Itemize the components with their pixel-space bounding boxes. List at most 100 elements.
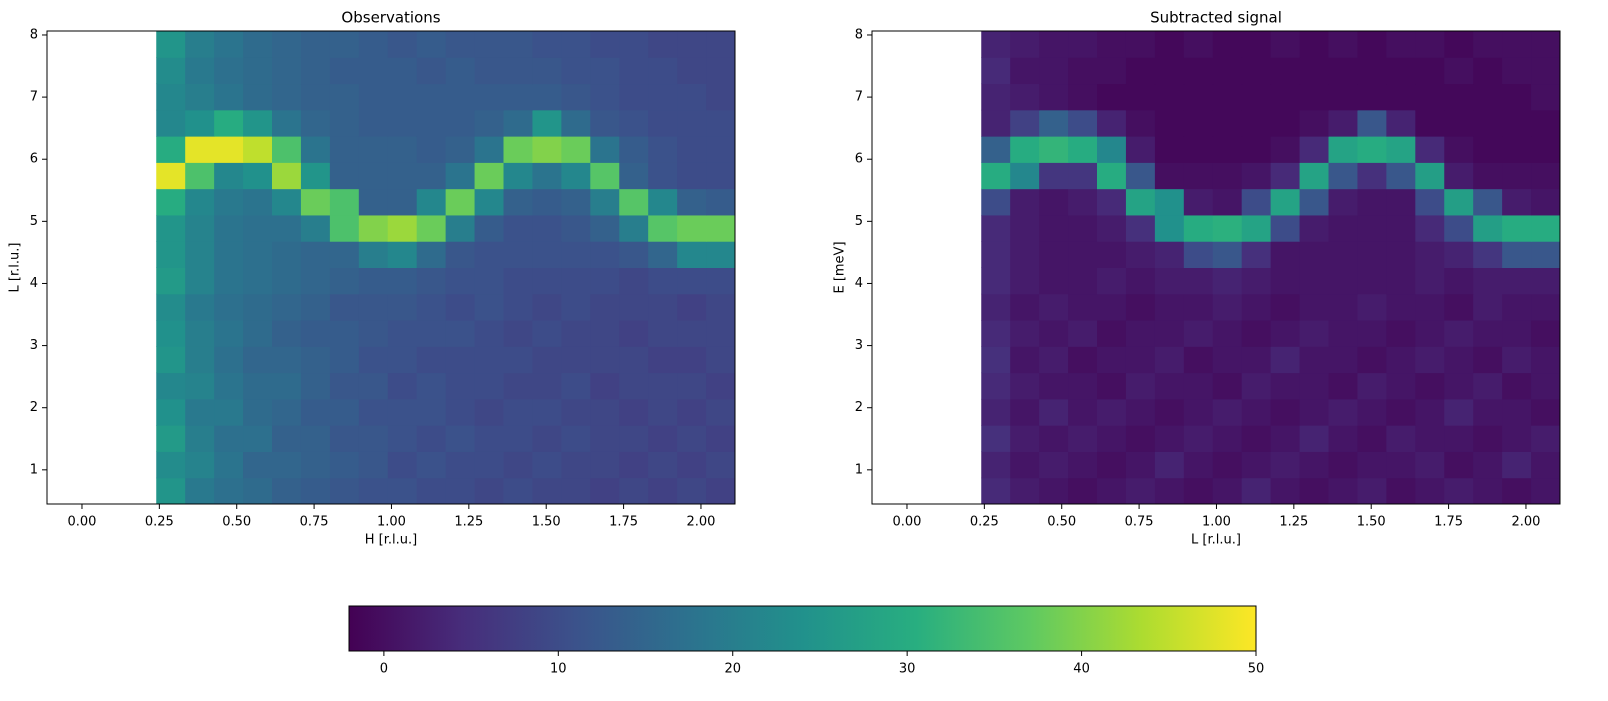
heat-cell: [619, 346, 649, 374]
heat-cell: [706, 451, 736, 479]
heat-cell: [1010, 109, 1040, 137]
heat-cell: [387, 267, 418, 295]
heat-cell: [185, 372, 215, 400]
heat-cell: [1270, 477, 1301, 505]
heat-cell: [1241, 398, 1272, 426]
heat-cell: [648, 162, 678, 190]
heat-cell: [474, 57, 505, 85]
x-tick-label: 1.25: [1279, 515, 1308, 530]
heat-cell: [1531, 109, 1561, 137]
heat-cell: [243, 162, 273, 190]
heat-cell: [243, 398, 273, 426]
heat-cell: [1328, 109, 1358, 137]
heat-cell: [1328, 136, 1358, 163]
heat-cell: [445, 293, 476, 321]
heat-cell: [243, 188, 273, 216]
heat-cell: [474, 425, 505, 452]
heat-cell: [185, 31, 215, 58]
heat-cell: [272, 188, 302, 216]
heat-cell: [243, 346, 273, 374]
heat-cell: [1444, 398, 1474, 426]
heat-cell: [648, 293, 678, 321]
heat-cell: [243, 372, 273, 400]
heat-cell: [416, 31, 447, 58]
heat-cell: [1212, 83, 1243, 111]
heat-cell: [358, 214, 389, 242]
heat-cell: [300, 372, 331, 400]
heat-cell: [1531, 398, 1561, 426]
heat-cell: [1125, 31, 1156, 58]
heat-cell: [474, 451, 505, 479]
heat-cell: [1473, 477, 1503, 505]
heat-cell: [416, 188, 447, 216]
heat-cell: [1357, 320, 1387, 347]
heat-cell: [329, 162, 360, 190]
heat-cell: [1357, 188, 1387, 216]
heat-cell: [272, 398, 302, 426]
heat-cell: [1212, 398, 1243, 426]
heat-cell: [1010, 372, 1040, 400]
heat-cell: [1473, 136, 1503, 163]
heat-cell: [1183, 83, 1214, 111]
heat-cell: [387, 346, 418, 374]
heat-cell: [1415, 267, 1445, 295]
heat-cell: [1386, 83, 1416, 111]
heat-cell: [532, 188, 562, 216]
heat-cell: [1502, 320, 1532, 347]
heat-cell: [272, 109, 302, 137]
heat-cell: [329, 425, 360, 452]
heat-cell: [1039, 83, 1069, 111]
heat-cell: [677, 425, 707, 452]
heat-cell: [1415, 83, 1445, 111]
heat-cell: [981, 293, 1011, 321]
heat-cell: [1386, 398, 1416, 426]
heat-cell: [532, 162, 562, 190]
heat-cell: [648, 241, 678, 268]
heat-cell: [1357, 425, 1387, 452]
heat-cell: [561, 31, 591, 58]
heat-cell: [1212, 109, 1243, 137]
heat-cell: [1270, 372, 1301, 400]
heat-cell: [1444, 346, 1474, 374]
heat-cell: [1357, 136, 1387, 163]
x-axis-label: H [r.l.u.]: [365, 533, 417, 548]
heat-cell: [1444, 83, 1474, 111]
heat-cell: [358, 398, 389, 426]
heat-cell: [1444, 320, 1474, 347]
heat-cell: [1299, 477, 1330, 505]
heat-cell: [706, 293, 736, 321]
heat-cell: [1502, 83, 1532, 111]
heat-cell: [214, 320, 244, 347]
heat-cell: [1415, 188, 1445, 216]
heat-cell: [532, 477, 562, 505]
heat-cell: [358, 188, 389, 216]
heat-cell: [1299, 320, 1330, 347]
heat-cell: [185, 293, 215, 321]
heat-cell: [214, 293, 244, 321]
heat-cell: [1154, 214, 1185, 242]
heat-cell: [416, 451, 447, 479]
heat-cell: [1212, 136, 1243, 163]
x-tick-label: 0.25: [145, 515, 174, 530]
heat-cell: [1154, 346, 1185, 374]
heat-cell: [445, 162, 476, 190]
heat-cell: [1183, 214, 1214, 242]
heat-cell: [1097, 372, 1127, 400]
heat-cell: [329, 31, 360, 58]
heat-cell: [1212, 320, 1243, 347]
heat-cell: [1473, 425, 1503, 452]
heat-cell: [981, 57, 1011, 85]
heat-cell: [1502, 109, 1532, 137]
heat-cell: [445, 346, 476, 374]
heat-cell: [1531, 372, 1561, 400]
heat-cell: [329, 293, 360, 321]
heat-cell: [243, 451, 273, 479]
heat-cell: [677, 214, 707, 242]
heat-cell: [1415, 241, 1445, 268]
heat-cell: [1328, 293, 1358, 321]
heat-cell: [243, 425, 273, 452]
x-tick-label: 1.00: [377, 515, 406, 530]
heat-cell: [1010, 136, 1040, 163]
heat-cell: [1357, 109, 1387, 137]
heat-cell: [1097, 477, 1127, 505]
